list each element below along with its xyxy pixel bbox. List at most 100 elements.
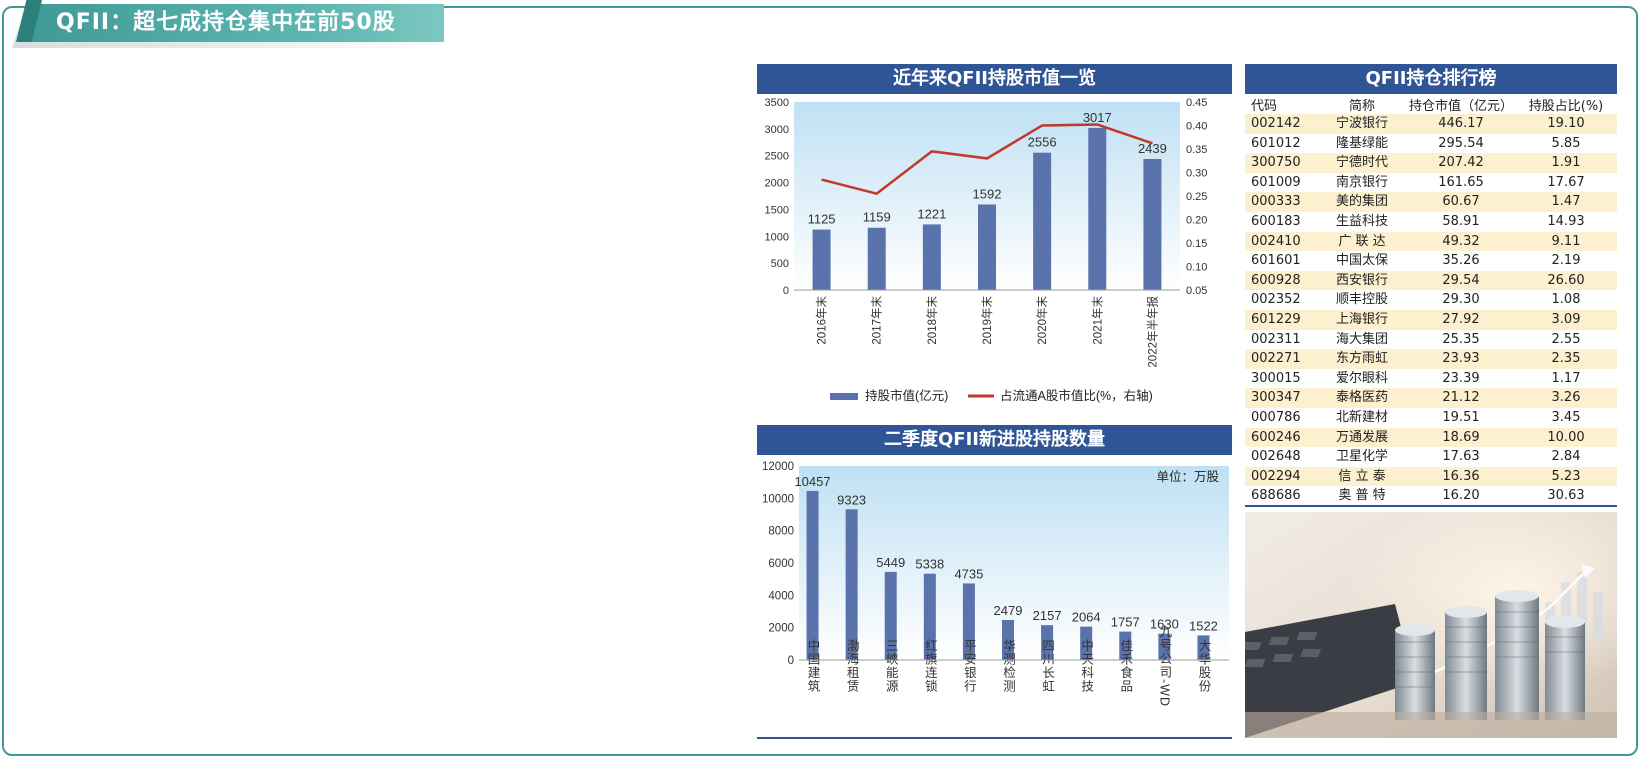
table-row: 002271 东方雨虹 23.93 2.35 <box>1245 349 1617 369</box>
chart1-bar <box>1033 152 1052 290</box>
cell-ratio: 1.08 <box>1551 292 1581 308</box>
chart1-legend-bar-label: 持股市值(亿元) <box>865 388 948 403</box>
cell-name: 东方雨虹 <box>1317 349 1407 369</box>
table-row: 600246 万通发展 18.69 10.00 <box>1245 427 1617 448</box>
chart2-data-label: 2157 <box>1033 608 1062 623</box>
chart2-y-tick: 0 <box>788 655 794 667</box>
cell-name: 广 联 达 <box>1317 231 1407 252</box>
chart1-y2-tick: 0.05 <box>1186 285 1207 297</box>
cell-value: 21.12 <box>1407 388 1515 408</box>
cell-code: 000786 <box>1251 409 1301 425</box>
chart1-x-tick: 2016年末 <box>815 296 829 345</box>
ranking-header: QFII持仓排行榜 <box>1245 64 1617 94</box>
chart1-y-tick: 2000 <box>765 178 789 190</box>
table-row: 688686 奥 普 特 16.20 30.63 <box>1245 486 1617 506</box>
chart2-bar <box>1197 635 1210 660</box>
table-row: 002410 广 联 达 49.32 9.11 <box>1245 231 1617 252</box>
cell-ratio: 2.35 <box>1515 349 1617 369</box>
table-row: 300750 宁德时代 207.42 1.91 <box>1245 153 1617 173</box>
chart2-x-tick: 三峡能源 <box>884 639 898 693</box>
cell-ratio: 10.00 <box>1515 427 1617 448</box>
chart1-y-tick: 3500 <box>765 97 789 109</box>
chart1-x-tick: 2017年末 <box>870 296 884 345</box>
chart1-y-tick: 500 <box>771 258 789 270</box>
table-row: 600928 西安银行 29.54 26.60 <box>1245 270 1617 291</box>
table-row: 000333 美的集团 60.67 1.47 <box>1245 192 1617 212</box>
chart2-x-tick: 中天科技 <box>1079 638 1093 693</box>
cell-value: 16.36 <box>1407 466 1515 487</box>
chart1-legend-line-label: 占流通A股市值比(%，右轴) <box>1000 388 1153 403</box>
cell-code: 600246 <box>1245 427 1317 448</box>
chart2-x-tick: 平安银行 <box>962 639 976 693</box>
chart1-y-tick: 1500 <box>765 204 789 216</box>
cell-value: 35.26 <box>1442 253 1480 269</box>
chart1-x-tick: 2022年半年报 <box>1145 296 1159 368</box>
cell-value: 161.65 <box>1438 174 1484 190</box>
cell-value: 16.20 <box>1442 488 1480 504</box>
chart2-bar <box>1041 625 1054 660</box>
chart2-header: 二季度QFII新进股持股数量 <box>757 425 1232 455</box>
cell-name: 奥 普 特 <box>1338 488 1386 504</box>
cell-name: 信 立 泰 <box>1317 466 1407 487</box>
chart2-data-label: 1522 <box>1189 618 1218 633</box>
cell-value: 23.93 <box>1407 349 1515 369</box>
cell-ratio: 3.26 <box>1515 388 1617 408</box>
chart1-x-tick: 2021年末 <box>1090 296 1104 345</box>
chart1-bar <box>1143 158 1162 290</box>
ranking-header-row: 代码 简称 持仓市值（亿元） 持股占比(%) <box>1245 94 1617 114</box>
chart1-y2-tick: 0.35 <box>1186 144 1207 156</box>
chart1-data-label: 1125 <box>808 212 836 227</box>
chart2-y-tick: 6000 <box>768 558 794 570</box>
table-row: 000786 北新建材 19.51 3.45 <box>1245 408 1617 428</box>
cell-value: 29.54 <box>1407 270 1515 291</box>
cell-name: 中国太保 <box>1335 253 1388 269</box>
chart2-y-tick: 12000 <box>762 461 794 473</box>
cell-value: 18.69 <box>1407 427 1515 448</box>
cell-name: 卫星化学 <box>1335 449 1388 465</box>
cell-value: 17.63 <box>1442 449 1480 465</box>
cell-value: 60.67 <box>1407 192 1515 212</box>
cell-name: 西安银行 <box>1317 270 1407 291</box>
cell-code: 002294 <box>1245 466 1317 487</box>
chart2-data-label: 4735 <box>954 566 983 581</box>
cell-code: 000333 <box>1245 192 1317 212</box>
chart1-y2-tick: 0.45 <box>1186 97 1207 109</box>
chart1-y2-tick: 0.15 <box>1186 238 1207 250</box>
cell-ratio: 3.09 <box>1515 309 1617 330</box>
table-row: 300015 爱尔眼科 23.39 1.17 <box>1245 369 1617 389</box>
cell-code: 002648 <box>1251 449 1301 465</box>
finance-photo <box>1245 512 1617 738</box>
chart1-y-tick: 1000 <box>765 231 789 243</box>
coin-stack-icon <box>1395 590 1585 720</box>
table-row: 002352 顺丰控股 29.30 1.08 <box>1245 290 1617 310</box>
chart2-x-tick: 渤海租赁 <box>845 638 859 693</box>
table-row: 002294 信 立 泰 16.36 5.23 <box>1245 466 1617 487</box>
cell-code: 002352 <box>1251 292 1301 308</box>
cell-code: 688686 <box>1251 488 1301 504</box>
chart1-bar <box>812 229 831 290</box>
chart1-header: 近年来QFII持股市值一览 <box>757 64 1232 94</box>
chart2-bar <box>1080 626 1093 660</box>
chart2-bar <box>1119 631 1132 660</box>
chart1-y-tick: 0 <box>783 285 789 297</box>
col-value-header: 持仓市值（亿元） <box>1408 98 1513 114</box>
chart2-bar <box>884 571 897 660</box>
chart2-bar <box>1002 619 1014 660</box>
chart2-data-label: 10457 <box>794 474 830 489</box>
cell-ratio: 1.47 <box>1515 192 1617 212</box>
chart1-y-tick: 3000 <box>765 124 789 136</box>
chart2-data-label: 2064 <box>1072 610 1101 625</box>
cell-code: 601009 <box>1251 174 1301 190</box>
cell-value: 207.42 <box>1407 153 1515 173</box>
chart2-x-tick: 四川长虹 <box>1040 639 1054 693</box>
table-row: 002311 海大集团 25.35 2.55 <box>1245 330 1617 350</box>
cell-ratio: 17.67 <box>1547 174 1585 190</box>
chart1-y2-tick: 0.25 <box>1186 191 1207 203</box>
page-title: QFII：超七成持仓集中在前50股 <box>56 10 396 35</box>
chart2-y-tick: 2000 <box>768 623 794 635</box>
ranking-bottom-rule <box>1245 505 1617 507</box>
chart1-y2-tick: 0.40 <box>1186 121 1207 133</box>
chart2-data-label: 5338 <box>915 557 944 572</box>
chart1-data-label: 1159 <box>863 210 891 225</box>
chart1-ratio-line <box>821 123 1153 196</box>
